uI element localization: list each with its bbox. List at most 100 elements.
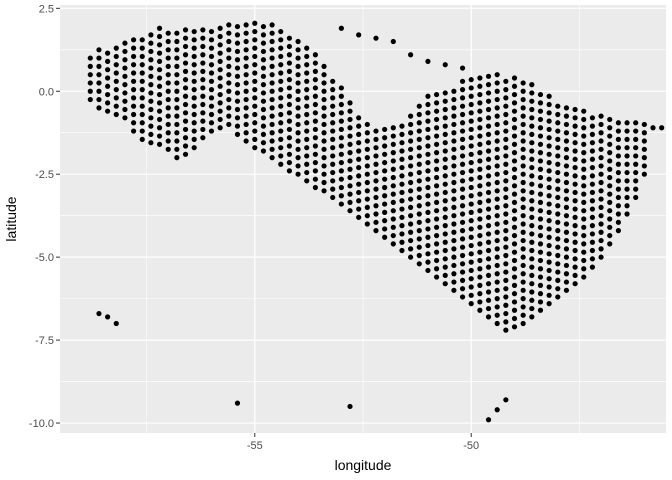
data-point	[511, 75, 518, 81]
data-point	[278, 136, 284, 142]
data-point	[269, 63, 275, 69]
data-point	[96, 88, 102, 94]
data-point	[165, 96, 171, 103]
data-point	[278, 120, 284, 126]
data-point	[312, 151, 318, 157]
data-point	[589, 206, 596, 212]
data-point	[165, 88, 171, 94]
data-point	[503, 103, 509, 109]
data-point	[226, 113, 232, 119]
data-point	[356, 32, 362, 38]
data-point	[356, 164, 362, 171]
data-point	[295, 96, 301, 103]
data-point	[113, 78, 119, 84]
data-point	[278, 53, 284, 60]
data-point	[537, 241, 544, 247]
data-point	[174, 155, 180, 161]
data-point	[269, 105, 275, 111]
data-point	[243, 80, 249, 86]
data-point	[200, 77, 206, 83]
data-point	[442, 164, 448, 171]
data-point	[113, 45, 119, 51]
data-point	[390, 38, 396, 45]
data-point	[546, 176, 552, 182]
data-point	[260, 123, 267, 129]
data-point	[494, 105, 500, 111]
data-point	[641, 163, 647, 169]
data-point	[148, 82, 154, 88]
data-point	[581, 150, 587, 156]
data-point	[529, 305, 535, 312]
data-point	[451, 146, 457, 152]
data-point	[312, 60, 318, 66]
data-point	[563, 237, 570, 244]
data-point	[312, 118, 318, 124]
data-point	[459, 244, 466, 250]
data-point	[442, 173, 448, 179]
data-point	[589, 148, 596, 154]
data-point	[312, 126, 318, 133]
data-point	[252, 78, 258, 84]
data-point	[511, 158, 518, 164]
data-point	[485, 247, 492, 254]
data-point	[122, 98, 128, 104]
data-point	[607, 116, 613, 123]
data-point	[537, 133, 544, 139]
data-point	[113, 53, 119, 60]
data-point	[390, 224, 396, 230]
data-point	[615, 120, 621, 126]
data-point	[459, 186, 466, 192]
data-point	[425, 58, 431, 65]
data-point	[96, 80, 102, 86]
data-point	[598, 229, 604, 235]
data-point	[459, 294, 466, 300]
data-point	[408, 155, 414, 161]
data-point	[494, 196, 500, 202]
data-point	[546, 284, 552, 290]
data-point	[563, 221, 570, 227]
data-point	[373, 35, 379, 41]
data-point	[226, 63, 232, 69]
data-point	[347, 116, 353, 123]
data-point	[477, 199, 483, 206]
data-point	[165, 130, 171, 136]
data-point	[278, 103, 284, 109]
data-point	[485, 140, 492, 146]
data-point	[459, 203, 466, 209]
y-tick-label: -7.5	[35, 335, 54, 347]
data-point	[511, 199, 518, 206]
data-point	[442, 115, 448, 121]
data-point	[156, 116, 163, 123]
data-point	[260, 23, 267, 30]
data-point	[399, 214, 405, 220]
data-point	[572, 189, 578, 196]
data-point	[451, 254, 457, 260]
data-point	[433, 274, 440, 280]
data-point	[503, 178, 509, 184]
data-point	[416, 111, 422, 118]
data-point	[572, 181, 578, 187]
data-point	[182, 101, 189, 108]
data-point	[321, 96, 327, 103]
data-point	[105, 67, 111, 73]
data-point	[390, 208, 396, 214]
data-point	[494, 262, 500, 269]
data-point	[520, 296, 526, 302]
data-point	[546, 143, 552, 149]
data-point	[139, 53, 145, 60]
data-point	[537, 191, 544, 197]
data-point	[286, 151, 293, 157]
data-point	[589, 115, 596, 121]
data-point	[485, 305, 492, 312]
data-point	[87, 55, 93, 61]
data-point	[451, 155, 457, 161]
data-point	[278, 111, 284, 118]
data-point	[208, 78, 215, 84]
data-point	[347, 166, 353, 172]
data-point	[555, 120, 561, 126]
data-point	[494, 80, 500, 86]
data-point	[477, 274, 483, 280]
data-point	[226, 38, 232, 45]
data-point	[252, 62, 258, 68]
data-point	[615, 169, 621, 176]
